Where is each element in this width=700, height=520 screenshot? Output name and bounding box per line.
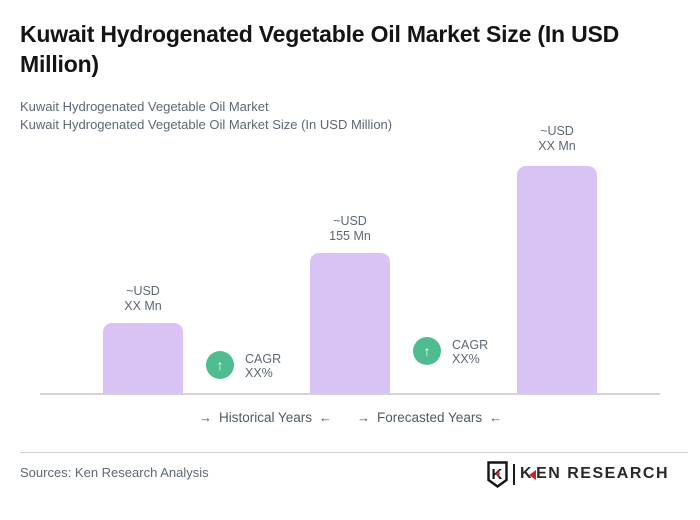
logo-wordmark: K EN RESEARCH	[520, 465, 669, 483]
ken-research-emblem-icon: K	[487, 460, 508, 488]
bar-value-line1: ~USD	[333, 214, 367, 228]
arrow-up-icon: ↑	[216, 357, 224, 373]
cagr-badge-circle: ↑	[206, 351, 234, 379]
bar-value-label: ~USD XX Mn	[497, 124, 617, 153]
cagr-label-line1: CAGR	[245, 352, 282, 366]
left-arrow-icon: ←	[489, 410, 503, 425]
historical-years-group: → Historical Years ←	[199, 410, 332, 425]
forecasted-years-label: Forecasted Years	[377, 410, 483, 425]
right-arrow-icon: →	[357, 410, 370, 425]
cagr-badge-label: CAGR XX%	[245, 352, 281, 380]
cagr-badge-circle: ↑	[413, 337, 441, 365]
wordmark-red-arrow-icon	[529, 469, 537, 480]
market-size-bar-base	[310, 253, 390, 394]
subtitle-line-1: Kuwait Hydrogenated Vegetable Oil Market	[20, 99, 269, 114]
bar-value-label: ~USD 155 Mn	[290, 214, 410, 243]
subtitle-line-2: Kuwait Hydrogenated Vegetable Oil Market…	[20, 117, 393, 132]
chart-baseline	[40, 393, 660, 395]
cagr-label-line2: XX%	[245, 366, 273, 380]
wordmark-k: K	[520, 465, 534, 482]
left-arrow-icon: ←	[319, 410, 333, 425]
bar-value-line2: XX Mn	[124, 298, 162, 313]
cagr-badge-label: CAGR XX%	[452, 338, 488, 366]
ken-research-logo: K K EN RESEARCH	[486, 460, 669, 488]
logo-separator	[513, 463, 515, 485]
cagr-label-line2: XX%	[452, 352, 480, 366]
bar-value-label: ~USD XX Mn	[83, 284, 203, 313]
market-size-bar-forecast	[517, 166, 597, 394]
page-title: Kuwait Hydrogenated Vegetable Oil Market…	[20, 21, 620, 77]
cagr-label-line1: CAGR	[452, 338, 489, 352]
bar-value-line2: XX Mn	[538, 138, 576, 153]
forecasted-years-group: → Forecasted Years ←	[357, 410, 502, 425]
wordmark-rest: EN RESEARCH	[536, 465, 670, 482]
emblem-red-triangle	[495, 469, 500, 477]
bar-value-line1: ~USD	[126, 284, 160, 298]
footer-divider	[20, 452, 688, 453]
historical-years-label: Historical Years	[219, 410, 313, 425]
arrow-up-icon: ↑	[423, 343, 431, 359]
market-size-bar-historical	[103, 323, 183, 394]
right-arrow-icon: →	[199, 410, 212, 425]
bar-value-line1: ~USD	[540, 124, 574, 138]
sources-text: Sources: Ken Research Analysis	[20, 465, 209, 480]
bar-value-line2: 155 Mn	[329, 228, 371, 243]
